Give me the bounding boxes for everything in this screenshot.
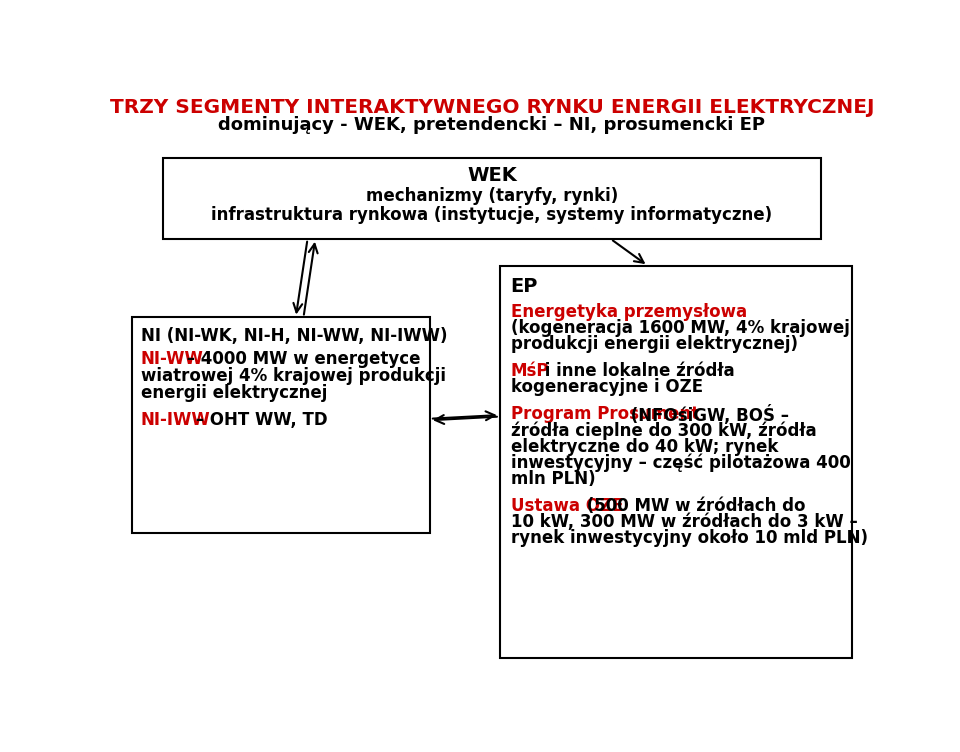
Text: – OHT WW, TD: – OHT WW, TD xyxy=(190,411,327,429)
Text: źródła cieplne do 300 kW, źródła: źródła cieplne do 300 kW, źródła xyxy=(511,421,816,440)
Text: MśP: MśP xyxy=(511,362,549,380)
Text: EP: EP xyxy=(511,277,538,296)
Text: dominujący - WEK, pretendencki – NI, prosumencki EP: dominujący - WEK, pretendencki – NI, pro… xyxy=(219,117,765,135)
Text: – 4000 MW w energetyce: – 4000 MW w energetyce xyxy=(181,350,420,368)
Text: kogeneracyjne i OZE: kogeneracyjne i OZE xyxy=(511,378,703,396)
Text: elektryczne do 40 kW; rynek: elektryczne do 40 kW; rynek xyxy=(511,438,778,456)
Text: energii elektrycznej: energii elektrycznej xyxy=(141,384,327,402)
Text: inwestycyjny – część pilotażowa 400: inwestycyjny – część pilotażowa 400 xyxy=(511,453,851,472)
Text: 10 kW, 300 MW w źródłach do 3 kW –: 10 kW, 300 MW w źródłach do 3 kW – xyxy=(511,513,857,531)
Text: wiatrowej 4% krajowej produkcji: wiatrowej 4% krajowej produkcji xyxy=(141,367,446,385)
Text: NI (NI-WK, NI-H, NI-WW, NI-IWW): NI (NI-WK, NI-H, NI-WW, NI-IWW) xyxy=(141,326,447,344)
Text: i inne lokalne źródła: i inne lokalne źródła xyxy=(540,362,735,380)
Text: (kogeneracja 1600 MW, 4% krajowej: (kogeneracja 1600 MW, 4% krajowej xyxy=(511,319,850,337)
Text: NI-IWW: NI-IWW xyxy=(141,411,210,429)
Text: NI-WW: NI-WW xyxy=(141,350,204,368)
Text: mechanizmy (taryfy, rynki): mechanizmy (taryfy, rynki) xyxy=(366,187,618,205)
Bar xyxy=(500,265,852,659)
Text: mln PLN): mln PLN) xyxy=(511,470,595,488)
Text: WEK: WEK xyxy=(468,165,516,185)
Text: (500 MW w źródłach do: (500 MW w źródłach do xyxy=(581,497,805,515)
Text: produkcji energii elektrycznej): produkcji energii elektrycznej) xyxy=(511,335,798,353)
Text: Ustawa OZE: Ustawa OZE xyxy=(511,497,623,515)
Bar xyxy=(132,317,430,533)
Text: infrastruktura rynkowa (instytucje, systemy informatyczne): infrastruktura rynkowa (instytucje, syst… xyxy=(211,206,773,224)
Text: TRZY SEGMENTY INTERAKTYWNEGO RYNKU ENERGII ELEKTRYCZNEJ: TRZY SEGMENTY INTERAKTYWNEGO RYNKU ENERG… xyxy=(109,98,875,117)
Text: (NFOśiGW, BOŚ –: (NFOśiGW, BOŚ – xyxy=(625,405,789,425)
Bar xyxy=(162,158,822,239)
Text: Program Prosument: Program Prosument xyxy=(511,405,699,423)
Text: rynek inwestycyjny około 10 mld PLN): rynek inwestycyjny około 10 mld PLN) xyxy=(511,529,868,547)
Text: Energetyka przemysłowa: Energetyka przemysłowa xyxy=(511,303,747,321)
